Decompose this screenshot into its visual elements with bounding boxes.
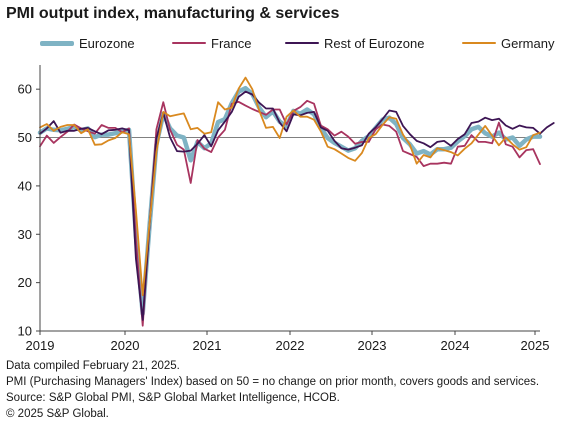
chart-title: PMI output index, manufacturing & servic… — [6, 5, 340, 22]
x-tick-label-2019: 2019 — [26, 338, 55, 353]
x-tick-label-2023: 2023 — [358, 338, 387, 353]
legend-item-france: France — [172, 34, 251, 52]
x-tick-label-2024: 2024 — [441, 338, 470, 353]
legend-label-eurozone: Eurozone — [79, 35, 135, 51]
legend-label-rest-of-eurozone: Rest of Eurozone — [324, 35, 425, 51]
chart-legend: Eurozone France Rest of Eurozone Germany — [0, 34, 573, 52]
legend-item-eurozone: Eurozone — [40, 34, 135, 52]
legend-swatch-rest-of-eurozone — [285, 42, 319, 44]
footnote-data-compiled: Data compiled February 21, 2025. — [6, 360, 180, 372]
y-tick-label-20: 20 — [18, 275, 32, 290]
footnote-source: Source: S&P Global PMI, S&P Global Marke… — [6, 392, 340, 404]
line-chart: 10 20 30 40 50 60 2019 2020 2021 2022 2023 2024 2025 — [18, 65, 555, 353]
x-tick-label-2025: 2025 — [521, 338, 550, 353]
y-tick-label-60: 60 — [18, 82, 32, 97]
y-tick-label-50: 50 — [18, 130, 32, 145]
series-line-germany — [39, 76, 541, 297]
legend-swatch-germany — [462, 42, 496, 44]
footnote-copyright: © 2025 S&P Global. — [6, 408, 109, 420]
axis-layer: 10 20 30 40 50 60 2019 2020 2021 2022 2023 2024 2025 — [18, 65, 550, 353]
legend-label-france: France — [211, 35, 252, 51]
y-tick-label-40: 40 — [18, 178, 32, 193]
chart-footnotes: Data compiled February 21, 2025. PMI (Pu… — [6, 358, 539, 422]
x-tick-label-2022: 2022 — [276, 338, 305, 353]
series-line-france — [39, 99, 541, 327]
y-tick-label-30: 30 — [18, 227, 32, 242]
x-tick-label-2021: 2021 — [193, 338, 222, 353]
series-layer — [37, 76, 555, 327]
legend-label-germany: Germany — [501, 35, 555, 51]
footnote-pmi-definition: PMI (Purchasing Managers' Index) based o… — [6, 376, 540, 388]
legend-swatch-france — [172, 42, 206, 44]
y-tick-label-10: 10 — [18, 324, 32, 339]
legend-swatch-eurozone — [40, 40, 74, 46]
x-tick-label-2020: 2020 — [111, 338, 140, 353]
legend-item-rest-of-eurozone: Rest of Eurozone — [285, 34, 424, 52]
legend-item-germany: Germany — [462, 34, 554, 52]
